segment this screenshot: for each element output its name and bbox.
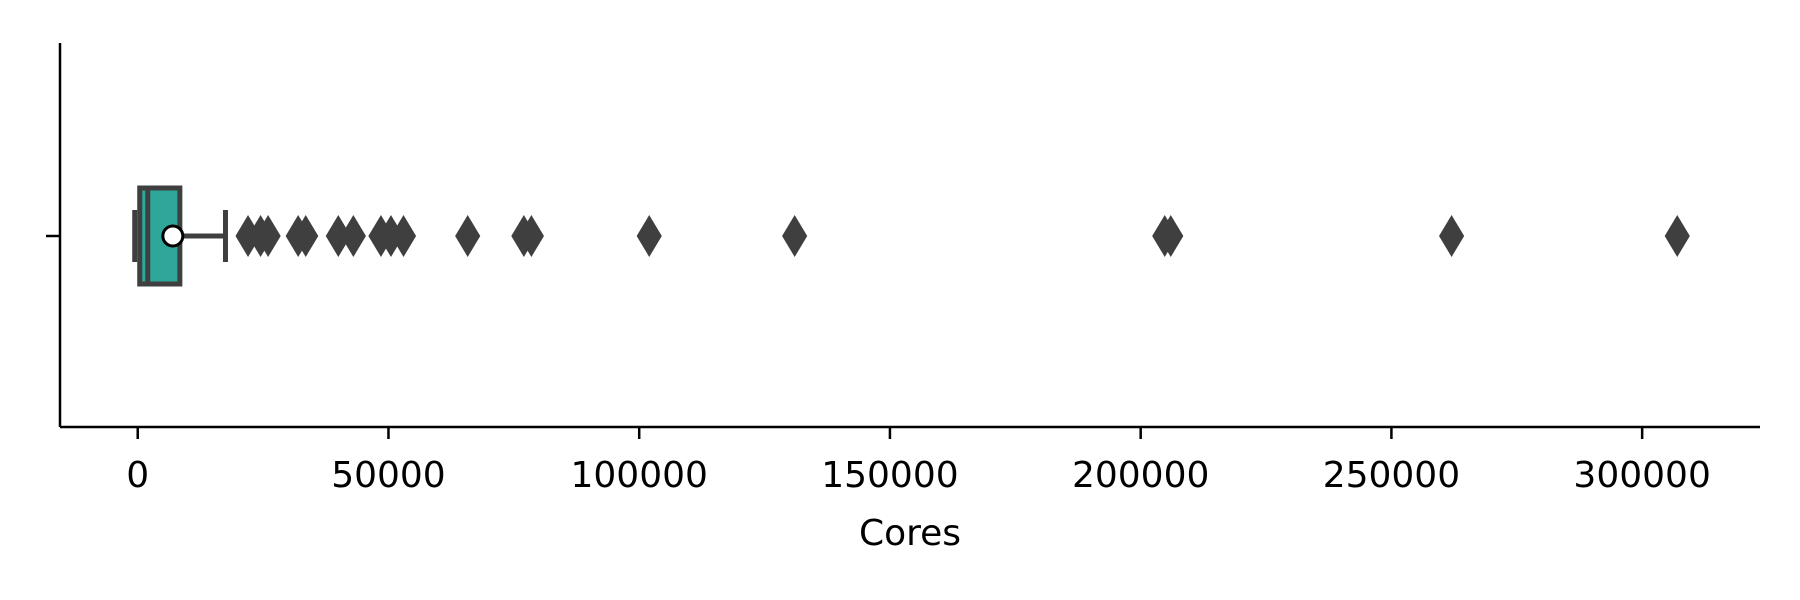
- mean-marker: [161, 224, 185, 248]
- outlier-point: [455, 215, 481, 257]
- outlier-point: [782, 215, 808, 257]
- x-axis-label: Cores: [859, 513, 961, 554]
- x-tick-label: 250000: [1323, 455, 1460, 496]
- axes: [46, 43, 1760, 429]
- x-tick-label: 150000: [821, 455, 958, 496]
- outlier-point: [518, 215, 544, 257]
- outlier-point: [390, 215, 417, 257]
- outlier-point: [636, 215, 662, 257]
- outlier-point: [1439, 215, 1465, 257]
- outlier-point: [255, 215, 281, 257]
- outlier-point: [293, 215, 319, 257]
- plot-area: [132, 185, 1690, 287]
- outlier-point: [1664, 215, 1690, 257]
- x-tick-label: 50000: [331, 455, 446, 496]
- outlier-point: [1158, 215, 1184, 257]
- x-tick-label: 300000: [1573, 455, 1710, 496]
- outlier-point: [340, 215, 366, 257]
- x-tick-label: 100000: [570, 455, 707, 496]
- x-tick-label: 0: [126, 455, 149, 496]
- x-tick-label: 200000: [1072, 455, 1209, 496]
- x-axis-ticks: 0 50000 100000 150000 200000 250000 300000: [126, 427, 1711, 496]
